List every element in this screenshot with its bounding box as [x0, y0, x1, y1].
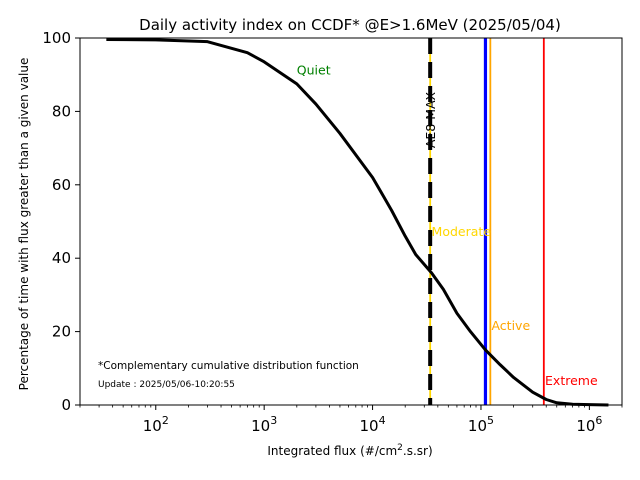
- x-axis-ticks: 102 103 104 105 106: [79, 405, 623, 435]
- ccdf-series-line: [106, 37, 609, 407]
- chart-title: Daily activity index on CCDF* @E>1.6MeV …: [139, 16, 561, 34]
- ccdf-footnote: *Complementary cumulative distribution f…: [98, 360, 359, 372]
- x-axis-label-superscript: 2: [397, 443, 403, 453]
- x-tick-label: 102: [143, 414, 169, 435]
- axes-frame: [79, 37, 623, 406]
- y-tick-label: 100: [42, 29, 71, 47]
- x-tick-label: 104: [360, 414, 386, 435]
- update-timestamp: Update : 2025/05/06-10:20:55: [98, 380, 235, 390]
- threshold-label-extreme: Extreme: [545, 373, 598, 388]
- y-tick-label: 0: [61, 396, 71, 414]
- y-axis-ticks: 0 20 40 60 80 100: [42, 29, 80, 414]
- threshold-label-quiet: Quiet: [297, 63, 331, 78]
- series-layer: [106, 37, 609, 407]
- y-tick-label: 40: [52, 249, 71, 267]
- y-axis-label: Percentage of time with flux greater tha…: [17, 58, 31, 391]
- x-tick-label: 106: [576, 414, 602, 435]
- x-tick-label: 105: [468, 414, 494, 435]
- ae8-max-label: AE8 MAX: [423, 91, 438, 148]
- threshold-label-active: Active: [491, 318, 530, 333]
- x-tick-label: 103: [251, 414, 277, 435]
- x-axis-label: Integrated flux (#/cm2.s.sr): [267, 443, 432, 458]
- y-tick-label: 60: [52, 176, 71, 194]
- threshold-labels: AE8 MAX Quiet Moderate Active Extreme: [297, 63, 598, 388]
- y-tick-label: 80: [52, 102, 71, 120]
- threshold-label-moderate: Moderate: [432, 224, 492, 239]
- y-tick-label: 20: [52, 323, 71, 341]
